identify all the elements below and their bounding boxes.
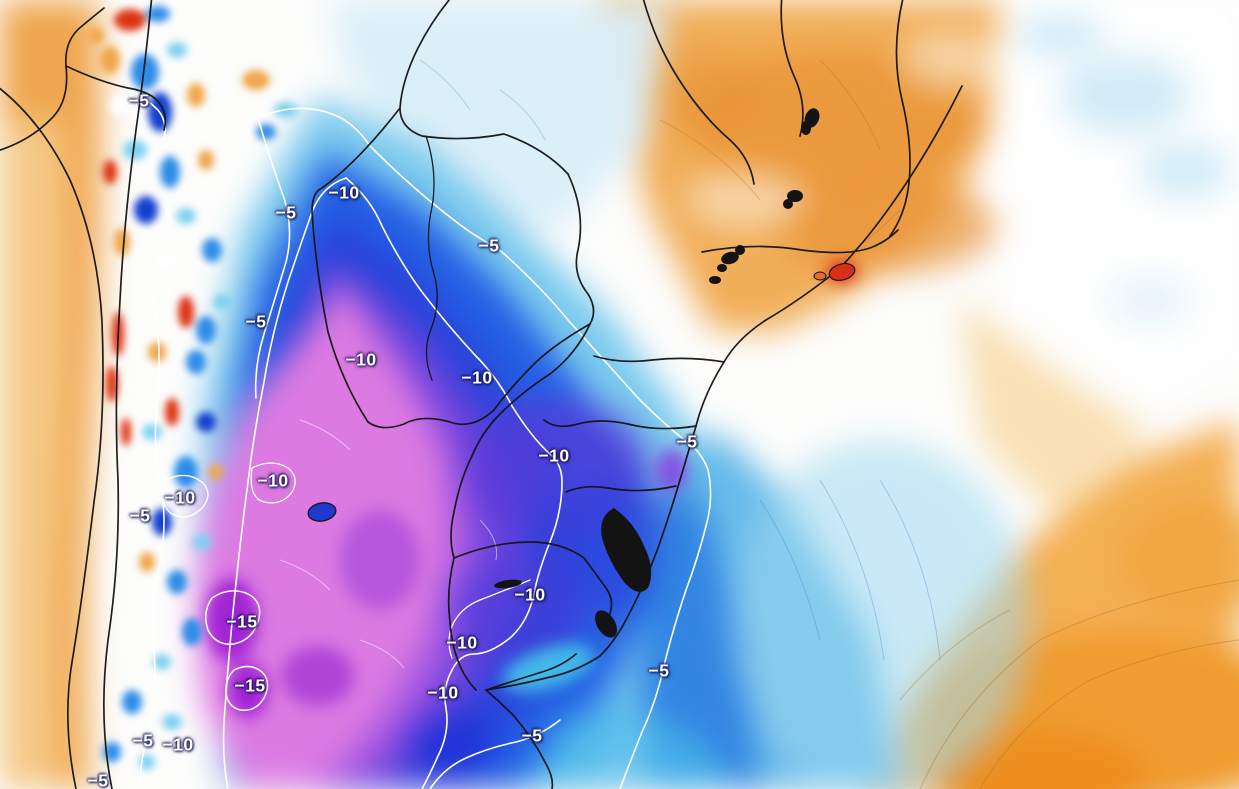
country-borders — [0, 0, 963, 789]
contour-lines — [117, 83, 712, 789]
water-bodies — [307, 108, 856, 638]
cold-field-layer — [194, 0, 1030, 789]
